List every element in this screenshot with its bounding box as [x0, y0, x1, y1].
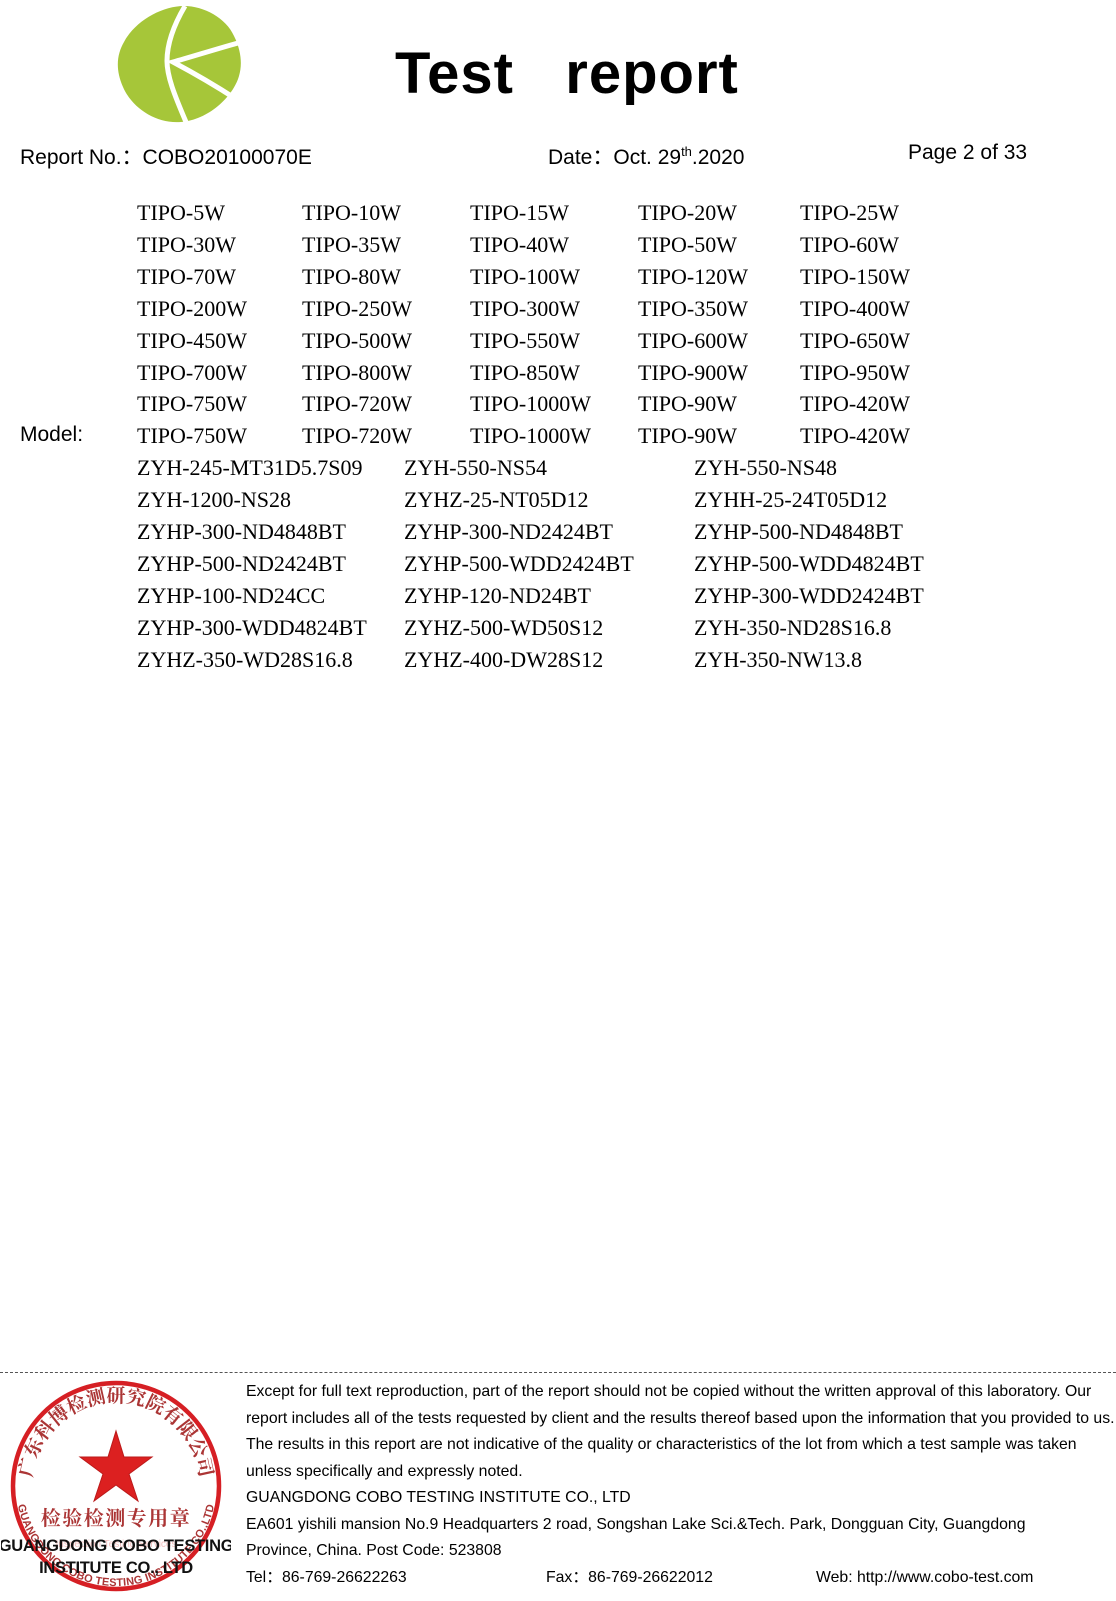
- svg-text:检验检测专用章: 检验检测专用章: [41, 1502, 192, 1531]
- svg-text:INSTITUTE CO., LTD: INSTITUTE CO., LTD: [39, 1559, 193, 1577]
- svg-text:GUANGDONG COBO TESTING: GUANGDONG COBO TESTING: [1, 1537, 231, 1555]
